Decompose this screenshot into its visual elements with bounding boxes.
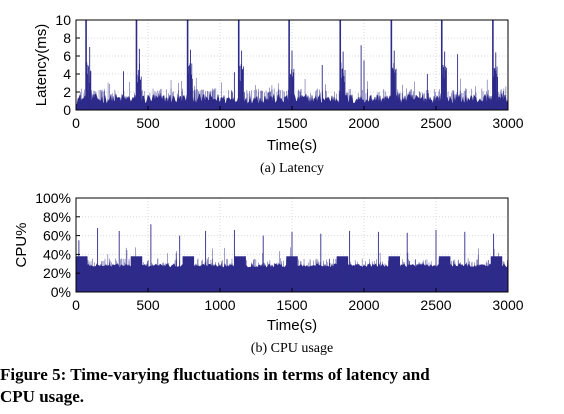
series-bump — [336, 256, 349, 292]
latency-subcaption: (a) Latency — [260, 161, 324, 176]
y-tick-label: 60% — [43, 228, 71, 244]
x-tick-label: 1500 — [276, 297, 307, 313]
latency-x-ticks: 0 500 1000 1500 2000 2500 3000 — [72, 106, 524, 131]
y-tick-label: 0 — [63, 102, 71, 118]
series-bump — [388, 256, 400, 292]
cpu-chart: 0 500 1000 1500 2000 2500 3000 0% 20% 40% 60% 80% 1… — [13, 190, 524, 356]
cpu-series — [75, 224, 509, 293]
y-tick-label: 0% — [51, 284, 71, 300]
x-tick-label: 2500 — [420, 297, 451, 313]
y-tick-label: 2 — [63, 84, 71, 100]
series-bump — [438, 256, 451, 292]
x-tick-label: 500 — [136, 297, 160, 313]
series-bump — [76, 256, 88, 292]
x-tick-label: 500 — [136, 115, 160, 131]
x-tick-label: 2000 — [348, 115, 379, 131]
x-tick-label: 1000 — [204, 115, 235, 131]
x-tick-label: 1500 — [276, 115, 307, 131]
x-tick-label: 1000 — [204, 297, 235, 313]
series-bump — [182, 256, 195, 292]
cpu-y-axis-label: CPU% — [13, 222, 30, 267]
x-tick-label: 2500 — [420, 115, 451, 131]
y-tick-label: 6 — [63, 48, 71, 64]
series-bump — [234, 256, 246, 292]
cpu-subcaption: (b) CPU usage — [251, 341, 333, 356]
figure-caption-line-2: CPU usage. — [0, 387, 84, 406]
x-tick-label: 0 — [72, 115, 80, 131]
cpu-x-ticks: 0 500 1000 1500 2000 2500 3000 — [72, 288, 524, 313]
latency-y-axis-label: Latency(ms) — [33, 24, 50, 107]
latency-series — [75, 20, 509, 111]
x-tick-label: 3000 — [492, 297, 523, 313]
y-tick-label: 80% — [43, 209, 71, 225]
y-tick-label: 8 — [63, 30, 71, 46]
y-tick-label: 40% — [43, 246, 71, 262]
cpu-y-ticks: 0% 20% 40% 60% 80% 100% — [35, 190, 80, 300]
x-tick-label: 2000 — [348, 297, 379, 313]
y-tick-label: 4 — [63, 66, 71, 82]
latency-y-ticks: 0 2 4 6 8 10 — [55, 12, 80, 118]
y-tick-label: 10 — [55, 12, 71, 28]
y-tick-label: 20% — [43, 265, 71, 281]
series-bump — [490, 256, 503, 292]
x-tick-label: 0 — [72, 297, 80, 313]
y-tick-label: 100% — [35, 190, 71, 206]
x-tick-label: 3000 — [492, 115, 523, 131]
cpu-x-axis-label: Time(s) — [267, 317, 317, 334]
figure-caption-line-1: Figure 5: Time-varying fluctuations in t… — [0, 365, 430, 384]
latency-x-axis-label: Time(s) — [267, 137, 317, 154]
series-bump — [130, 256, 143, 292]
